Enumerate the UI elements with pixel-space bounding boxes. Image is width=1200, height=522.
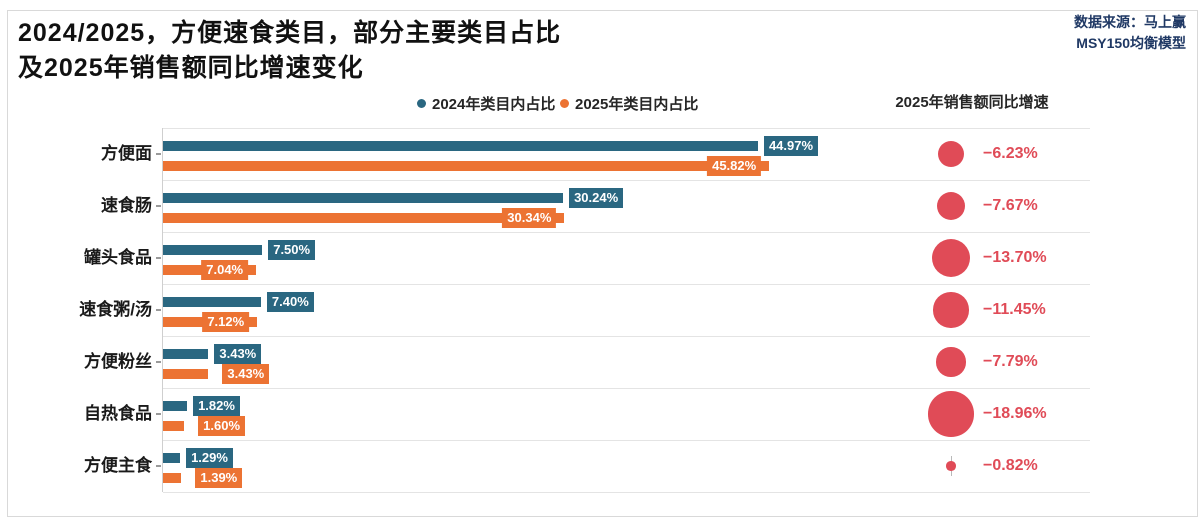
row-separator: [163, 492, 1090, 493]
legend-label-2024: 2024年类目内占比: [432, 95, 556, 113]
growth-column-header: 2025年销售额同比增速: [895, 94, 1049, 111]
data-source-line1: 数据来源：马上赢: [1074, 14, 1186, 30]
category-label: 方便粉丝: [84, 352, 152, 371]
category-label: 方便面: [101, 144, 152, 163]
bar-value-label-2024: 44.97%: [763, 136, 819, 156]
growth-bubble: [928, 391, 974, 437]
chart-title: 2024/2025，方便速食类目，部分主要类目占比 及2025年销售额同比增速变…: [18, 16, 561, 86]
bar-value-label-2024: 30.24%: [569, 188, 624, 208]
legend-dot-2025-icon: [560, 98, 569, 108]
bar-2024: [163, 453, 181, 463]
bar-2025: [163, 421, 185, 431]
bar-2024: [163, 193, 564, 203]
bar-2024: [163, 297, 261, 307]
bar-2024: [163, 401, 188, 411]
bar-2025: [163, 213, 565, 223]
bar-value-label-2024: 3.43%: [214, 344, 262, 364]
legend-item-2025: 2025年类目内占比: [560, 92, 698, 114]
category-tick: [156, 205, 161, 207]
bar-2024: [163, 141, 758, 151]
growth-bubble: [933, 292, 969, 328]
category-tick: [156, 465, 161, 467]
bar-2024: [163, 349, 209, 359]
growth-value-label: −0.82%: [983, 457, 1038, 474]
category-label: 速食肠: [101, 196, 152, 215]
bar-value-label-2025: 1.60%: [198, 416, 246, 436]
category-label: 自热食品: [84, 404, 152, 423]
row-separator: [163, 284, 1090, 285]
growth-value-label: −11.45%: [983, 301, 1046, 318]
growth-bubble: [936, 191, 966, 221]
bar-2025: [163, 369, 209, 379]
bar-value-label-2025: 3.43%: [222, 364, 270, 384]
category-tick: [156, 413, 161, 415]
bar-value-label-2025: 30.34%: [502, 208, 557, 228]
category-tick: [156, 309, 161, 311]
bar-value-label-2024: 7.40%: [266, 292, 314, 312]
bar-value-label-2024: 1.82%: [193, 396, 240, 416]
row-separator: [163, 388, 1090, 389]
row-separator: [163, 180, 1090, 181]
legend-label-2025: 2025年类目内占比: [575, 95, 699, 113]
data-source: 数据来源：马上赢 MSY150均衡模型: [1074, 12, 1186, 54]
category-label: 罐头食品: [84, 248, 152, 267]
growth-bubble: [936, 347, 966, 377]
bar-value-label-2024: 7.50%: [268, 240, 316, 260]
bar-value-label-2025: 7.12%: [202, 312, 250, 332]
growth-value-label: −7.79%: [983, 353, 1038, 370]
growth-value-label: −7.67%: [983, 197, 1038, 214]
row-separator: [163, 440, 1090, 441]
bar-2024: [163, 245, 263, 255]
legend: 2024年类目内占比 2025年类目内占比: [0, 92, 1200, 114]
value-axis-line: [162, 128, 163, 492]
bar-value-label-2025: 7.04%: [201, 260, 249, 280]
chart-title-line2: 及2025年销售额同比增速变化: [18, 54, 364, 82]
legend-dot-2024-icon: [417, 98, 426, 108]
growth-bubble: [946, 461, 956, 471]
category-tick: [156, 361, 161, 363]
growth-bubble: [931, 238, 971, 278]
row-separator: [163, 336, 1090, 337]
bar-2025: [163, 161, 770, 171]
bar-value-label-2025: 1.39%: [195, 468, 243, 488]
data-source-line2: MSY150均衡模型: [1076, 35, 1186, 51]
growth-bubble: [938, 141, 964, 167]
growth-value-label: −6.23%: [983, 145, 1038, 162]
bar-2025: [163, 473, 182, 483]
legend-item-2024: 2024年类目内占比: [417, 92, 555, 114]
bar-value-label-2024: 1.29%: [186, 448, 233, 468]
growth-value-label: −13.70%: [983, 249, 1047, 266]
chart-title-line1: 2024/2025，方便速食类目，部分主要类目占比: [18, 19, 562, 47]
row-separator: [163, 232, 1090, 233]
row-separator: [163, 128, 1090, 129]
growth-value-label: −18.96%: [983, 405, 1047, 422]
category-label: 方便主食: [84, 456, 152, 475]
category-label: 速食粥/汤: [79, 300, 152, 319]
bar-value-label-2025: 45.82%: [707, 156, 762, 176]
category-tick: [156, 153, 161, 155]
category-tick: [156, 257, 161, 259]
